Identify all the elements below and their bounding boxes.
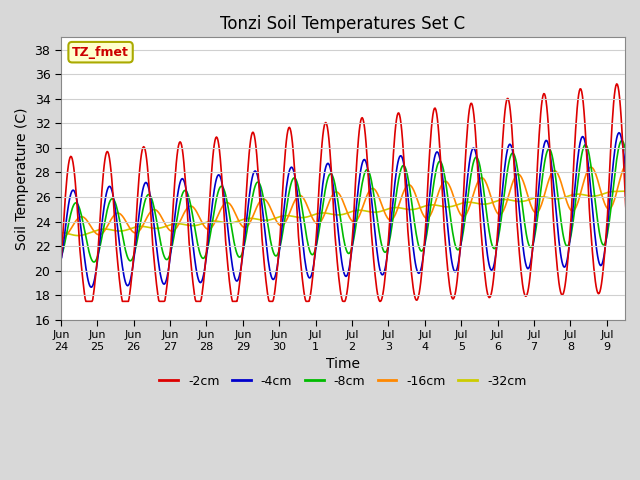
-16cm: [232, 213, 240, 218]
-4cm: [126, 279, 134, 285]
-2cm: [612, 81, 620, 87]
-8cm: [618, 138, 626, 144]
-8cm: [284, 196, 292, 202]
-2cm: [233, 299, 241, 304]
-32cm: [445, 204, 453, 210]
Y-axis label: Soil Temperature (C): Soil Temperature (C): [15, 108, 29, 250]
-4cm: [284, 175, 292, 180]
-2cm: [413, 297, 420, 303]
-8cm: [262, 209, 269, 215]
-8cm: [413, 235, 420, 241]
-2cm: [82, 299, 90, 304]
-32cm: [233, 219, 241, 225]
-32cm: [74, 233, 82, 239]
-8cm: [57, 252, 65, 257]
-8cm: [233, 251, 241, 257]
-2cm: [284, 128, 292, 133]
-8cm: [639, 238, 640, 243]
-32cm: [284, 213, 292, 218]
-32cm: [57, 230, 65, 236]
-16cm: [261, 197, 269, 203]
-16cm: [623, 161, 631, 167]
-8cm: [445, 208, 453, 214]
-32cm: [413, 206, 420, 212]
Line: -4cm: -4cm: [61, 133, 640, 287]
-8cm: [126, 258, 134, 264]
-4cm: [413, 267, 420, 273]
-2cm: [445, 283, 453, 289]
-8cm: [90, 259, 98, 265]
Line: -2cm: -2cm: [61, 84, 640, 301]
-32cm: [639, 187, 640, 193]
Text: TZ_fmet: TZ_fmet: [72, 46, 129, 59]
Line: -32cm: -32cm: [61, 190, 640, 236]
-4cm: [233, 278, 241, 284]
Legend: -2cm, -4cm, -8cm, -16cm, -32cm: -2cm, -4cm, -8cm, -16cm, -32cm: [154, 370, 531, 393]
-16cm: [639, 200, 640, 205]
-2cm: [262, 277, 269, 283]
-32cm: [262, 217, 269, 223]
-4cm: [615, 130, 623, 136]
-2cm: [126, 289, 134, 295]
Line: -16cm: -16cm: [61, 164, 640, 239]
-16cm: [445, 181, 452, 187]
-16cm: [57, 236, 65, 241]
Title: Tonzi Soil Temperatures Set C: Tonzi Soil Temperatures Set C: [220, 15, 465, 33]
-4cm: [639, 230, 640, 236]
X-axis label: Time: Time: [326, 357, 360, 372]
-4cm: [445, 242, 453, 248]
-32cm: [126, 226, 134, 232]
-16cm: [412, 193, 420, 199]
-4cm: [262, 238, 269, 244]
-4cm: [57, 256, 65, 262]
-16cm: [284, 216, 291, 222]
-2cm: [639, 219, 640, 225]
-16cm: [125, 224, 133, 230]
Line: -8cm: -8cm: [61, 141, 640, 262]
-4cm: [88, 284, 95, 290]
-2cm: [57, 259, 65, 264]
